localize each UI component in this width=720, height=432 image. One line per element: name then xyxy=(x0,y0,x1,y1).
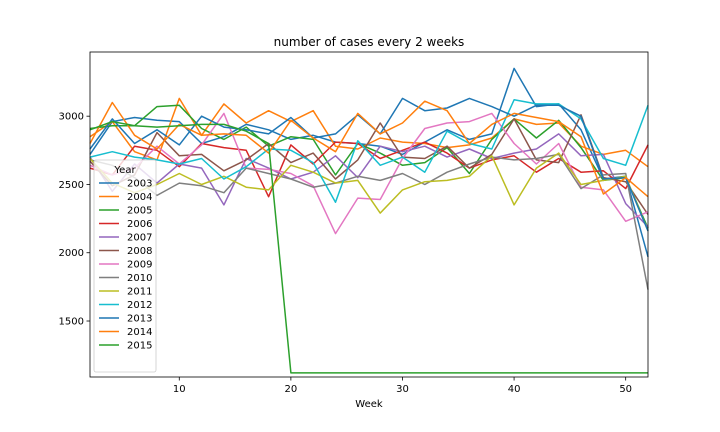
series-line-2009 xyxy=(89,112,649,235)
legend-label-2015: 2015 xyxy=(127,341,152,352)
legend-label-2011: 2011 xyxy=(127,287,152,298)
legend-label-2013: 2013 xyxy=(127,314,152,325)
y-tick-label: 1500 xyxy=(59,317,84,328)
legend-label-2003: 2003 xyxy=(127,179,152,190)
series-line-2015 xyxy=(89,120,648,374)
legend-label-2007: 2007 xyxy=(127,233,152,244)
plot-area xyxy=(89,51,649,378)
plot-frame-background xyxy=(90,52,648,377)
series-line-2005 xyxy=(89,104,649,229)
legend-frame xyxy=(93,159,157,373)
y-axis: 1500 2000 2500 3000 xyxy=(59,112,90,328)
legend-label-2005: 2005 xyxy=(127,206,152,217)
y-tick-label: 3000 xyxy=(59,112,84,123)
series-line-2011 xyxy=(89,152,649,232)
x-tick-label: 40 xyxy=(508,384,521,395)
x-tick-label: 10 xyxy=(173,384,186,395)
legend-label-2008: 2008 xyxy=(127,246,152,257)
chart-title: number of cases every 2 weeks xyxy=(274,35,465,49)
legend-label-2012: 2012 xyxy=(127,300,152,311)
legend-label-2004: 2004 xyxy=(127,192,152,203)
x-tick-label: 20 xyxy=(285,384,298,395)
legend-items: 2003 2004 2005 2006 2007 2008 2009 2010 2011 2012… xyxy=(99,179,152,352)
x-axis-title: Week xyxy=(355,399,383,410)
x-tick-label: 50 xyxy=(619,384,632,395)
series-line-2007 xyxy=(89,133,649,228)
legend-label-2009: 2009 xyxy=(127,260,152,271)
plot-frame xyxy=(89,51,649,378)
legend-label-2014: 2014 xyxy=(127,327,152,338)
x-tick-label: 30 xyxy=(396,384,409,395)
legend-title: Year xyxy=(113,165,136,176)
y-tick-label: 2500 xyxy=(59,180,84,191)
series-line-2008 xyxy=(89,114,649,215)
legend: Year 2003 2004 2005 2006 2007 2008 2009 2010 201… xyxy=(93,159,157,373)
legend-label-2010: 2010 xyxy=(127,273,152,284)
series-line-2012 xyxy=(89,99,649,203)
legend-label-2006: 2006 xyxy=(127,219,152,230)
x-axis: 10 20 30 40 50 xyxy=(173,377,632,395)
y-tick-label: 2000 xyxy=(59,248,84,259)
series-layer xyxy=(89,67,649,374)
